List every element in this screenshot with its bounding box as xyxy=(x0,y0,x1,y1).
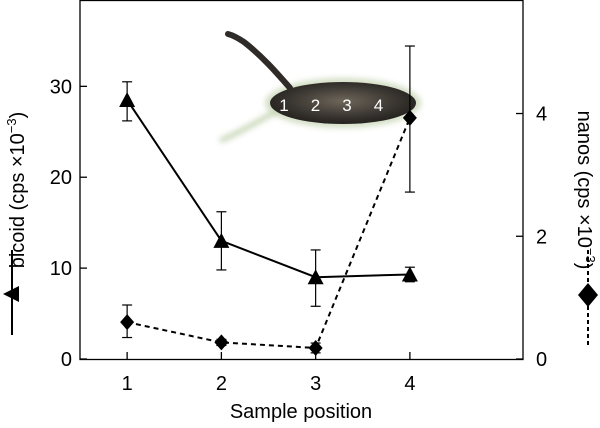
left-axis-label-close: ) xyxy=(7,112,29,119)
embryo-inset-image: 1 2 3 4 xyxy=(219,31,421,143)
bicoid-point xyxy=(307,269,324,285)
left-tick-label: 10 xyxy=(50,258,72,280)
bicoid-point xyxy=(213,232,230,248)
right-tick-label: 4 xyxy=(536,104,547,126)
embryo-position-label: 2 xyxy=(311,96,320,115)
bicoid-point xyxy=(401,266,418,282)
legend-bicoid-key xyxy=(3,250,19,335)
left-tick-label: 20 xyxy=(50,167,72,189)
x-tick-label: 3 xyxy=(310,373,321,395)
series-bicoid xyxy=(119,81,418,307)
left-axis-label-text: bicoid (cps ×10 xyxy=(7,133,29,268)
plot-frame xyxy=(79,0,524,361)
x-axis-ticks: 1 2 3 4 xyxy=(122,352,415,395)
right-tick-label: 0 xyxy=(536,349,547,371)
left-tick-label: 30 xyxy=(50,76,72,98)
x-axis-label: Sample position xyxy=(230,401,372,423)
series-nanos xyxy=(120,45,417,356)
left-axis-label: bicoid (cps ×10−3) xyxy=(4,112,29,269)
left-tick-label: 0 xyxy=(61,349,72,371)
left-axis-ticks: 0 10 20 30 xyxy=(50,76,87,371)
right-axis-label: nanos (cps ×10−3) xyxy=(573,111,598,270)
nanos-point xyxy=(308,339,323,356)
nanos-line xyxy=(126,117,411,349)
nanos-point xyxy=(214,334,229,351)
svg-text:nanos (cps ×10−3): nanos (cps ×10−3) xyxy=(573,111,598,270)
embryo-tail xyxy=(225,31,293,91)
bicoid-line xyxy=(126,99,410,279)
embryo-glow-tail xyxy=(219,107,281,143)
bicoid-point xyxy=(119,91,136,107)
right-tick-label: 2 xyxy=(536,226,547,248)
embryo-position-label: 1 xyxy=(279,96,288,115)
embryo-position-label: 4 xyxy=(374,96,383,115)
legend-nanos-key xyxy=(578,250,598,345)
nanos-point xyxy=(402,109,417,126)
right-axis-label-exp: −3 xyxy=(583,248,598,263)
x-tick-label: 1 xyxy=(122,373,133,395)
x-tick-label: 4 xyxy=(404,373,415,395)
svg-text:bicoid (cps ×10−3): bicoid (cps ×10−3) xyxy=(4,112,29,269)
right-axis-label-close: ) xyxy=(573,263,595,270)
embryo-position-label: 3 xyxy=(342,96,351,115)
series-layer xyxy=(119,45,418,356)
right-axis-ticks: 0 2 4 xyxy=(516,104,547,371)
x-tick-label: 2 xyxy=(216,373,227,395)
nanos-point xyxy=(120,314,135,331)
right-axis-label-text: nanos (cps ×10 xyxy=(573,111,595,248)
left-axis-label-exp: −3 xyxy=(4,118,19,133)
embryo-body xyxy=(270,82,416,124)
